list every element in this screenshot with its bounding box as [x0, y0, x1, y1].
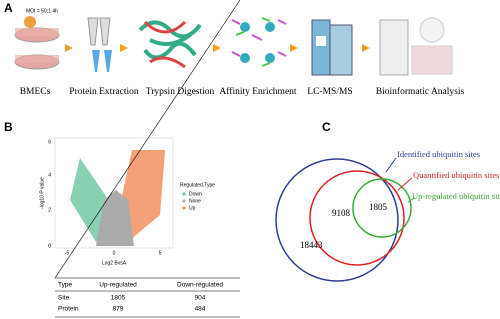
set-label: Identified ubiquitin sites — [397, 149, 480, 159]
legend-swatch — [182, 199, 186, 203]
panel-label: B — [4, 120, 13, 134]
table-cell: Up-regulated — [99, 282, 137, 289]
legend-title: Regulated.Type — [180, 182, 215, 188]
x-tick: 0 — [113, 250, 116, 256]
legend-swatch — [182, 192, 186, 196]
count: 9108 — [332, 208, 351, 218]
table-cell: 1805 — [111, 295, 126, 302]
workflow-arrows — [65, 44, 370, 52]
legend-swatch — [182, 206, 186, 210]
table-cell: 484 — [195, 306, 206, 313]
step-label: Affinity Enrichment — [219, 86, 296, 97]
step-label: Protein Extraction — [69, 87, 139, 97]
table-cell: 904 — [195, 295, 206, 302]
x-label: Log2 BvsA — [102, 260, 127, 266]
set-label: Up-regulated ubiquitin sites — [412, 191, 500, 201]
venn — [275, 157, 415, 282]
step-label: LC-MS/MS — [307, 87, 352, 97]
y-label: -log10 P value — [39, 177, 45, 209]
step-label: Bioinformatic Analysis — [376, 86, 465, 97]
table-cell: Protein — [58, 306, 79, 313]
set-label: Quantified ubiquitin sites — [413, 170, 499, 180]
legend-item: Down — [189, 191, 202, 197]
x-tick: -5 — [65, 250, 70, 256]
panel-label: A — [4, 1, 13, 15]
step-label: BMECs — [20, 87, 51, 97]
table-cell: 879 — [113, 306, 124, 313]
y-tick: 4 — [48, 172, 51, 178]
workflow-icons — [14, 16, 453, 76]
legend-item: Up — [189, 205, 196, 211]
table-cell: Type — [58, 282, 72, 289]
table-cell: Site — [58, 295, 70, 302]
table-cell: Down-regulated — [177, 282, 223, 289]
step-label: Trypsin Digestion — [146, 87, 215, 97]
volcano-plot — [54, 137, 174, 249]
count: 1805 — [369, 202, 388, 212]
y-tick: 0 — [48, 243, 51, 249]
x-tick: 5 — [159, 250, 162, 256]
count: 18443 — [300, 240, 323, 250]
note: MOI = 50:1 4h — [26, 8, 58, 14]
table-rules — [54, 0, 241, 318]
legend-item: None — [189, 198, 201, 204]
panel-label: C — [322, 120, 331, 134]
y-tick: 2 — [48, 207, 51, 213]
y-tick: 6 — [48, 139, 51, 145]
